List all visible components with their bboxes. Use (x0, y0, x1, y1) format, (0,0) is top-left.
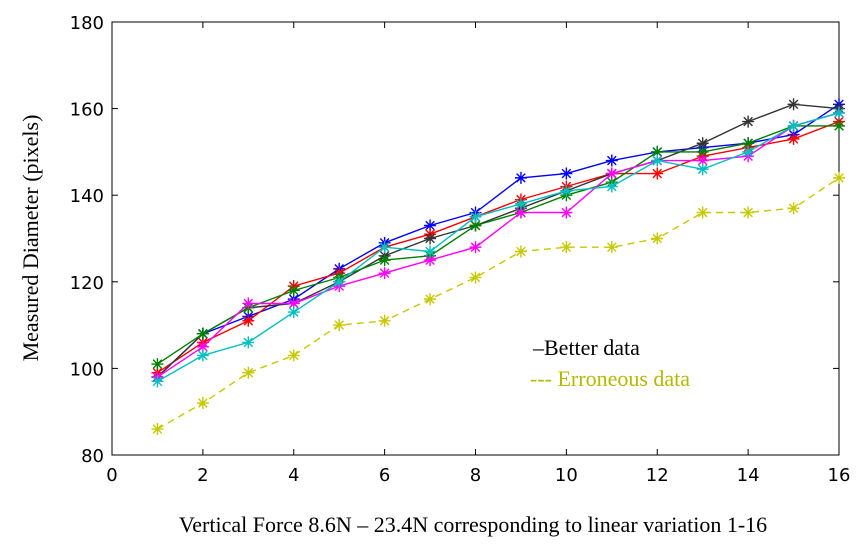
data-point-marker (787, 119, 800, 132)
data-point-marker (424, 293, 437, 306)
data-point-marker (696, 145, 709, 158)
data-point-marker (605, 154, 618, 167)
data-point-marker (742, 137, 755, 150)
x-tick-label: 10 (555, 465, 578, 486)
x-tick-label: 2 (197, 465, 208, 486)
data-point-marker (514, 197, 527, 210)
data-point-marker (151, 358, 164, 371)
data-point-marker (287, 284, 300, 297)
data-point-marker (605, 180, 618, 193)
x-tick-label: 4 (288, 465, 299, 486)
legend-better-data: –Better data (532, 335, 640, 360)
data-point-marker (605, 167, 618, 180)
data-point-marker (287, 349, 300, 362)
data-point-marker (742, 115, 755, 128)
data-point-marker (151, 375, 164, 388)
series-line-1 (156, 103, 840, 378)
data-point-marker (196, 327, 209, 340)
x-tick-label: 14 (737, 465, 760, 486)
data-point-marker (424, 254, 437, 267)
data-point-marker (560, 206, 573, 219)
data-point-marker (378, 314, 391, 327)
series-line-5 (157, 112, 840, 378)
x-tick-label: 12 (646, 465, 669, 486)
data-point-marker (560, 241, 573, 254)
data-series (151, 98, 845, 436)
x-tick-label: 16 (828, 465, 851, 486)
data-point-marker (424, 219, 437, 232)
axis-ticks: 0 2 4 6 8 10 12 14 16 80 100 120 140 160 180 (70, 13, 851, 486)
data-point-marker (833, 106, 845, 119)
y-tick-label: 160 (70, 100, 104, 121)
data-point-marker (742, 145, 755, 158)
data-point-marker (469, 219, 482, 232)
data-point-marker (651, 154, 664, 167)
y-tick-label: 100 (70, 359, 104, 380)
data-point-marker (651, 232, 664, 245)
legend-erroneous-data: --- Erroneous data (530, 366, 690, 391)
data-point-marker (514, 171, 527, 184)
data-point-marker (287, 306, 300, 319)
data-point-marker (514, 206, 527, 219)
data-point-marker (378, 254, 391, 267)
series-line-6 (157, 112, 840, 383)
data-point-marker (196, 397, 209, 410)
data-point-marker (242, 336, 255, 349)
data-point-marker (787, 202, 800, 215)
data-point-marker (242, 297, 255, 310)
x-tick-label: 8 (470, 465, 481, 486)
x-tick-label: 6 (379, 465, 390, 486)
data-point-marker (696, 163, 709, 176)
x-tick-label: 0 (106, 465, 117, 486)
data-point-marker (696, 206, 709, 219)
data-point-marker (560, 167, 573, 180)
data-point-marker (196, 340, 209, 353)
data-point-marker (651, 145, 664, 158)
data-point-marker (242, 314, 255, 327)
data-point-marker (787, 98, 800, 111)
series-line-4 (157, 125, 839, 365)
data-point-marker (151, 423, 164, 436)
y-tick-label: 180 (70, 13, 104, 34)
data-point-marker (196, 349, 209, 362)
data-point-marker (514, 245, 527, 258)
data-point-marker (378, 267, 391, 280)
data-point-marker (333, 275, 346, 288)
data-point-marker (287, 297, 300, 310)
data-point-marker (378, 241, 391, 254)
data-point-marker (424, 232, 437, 245)
data-point-marker (424, 245, 437, 258)
data-point-marker (469, 271, 482, 284)
series-line-3 (156, 103, 840, 378)
data-point-marker (333, 319, 346, 332)
data-point-marker (605, 241, 618, 254)
data-point-marker (833, 119, 845, 132)
y-axis-title: Measured Diameter (pixels) (18, 115, 43, 362)
data-point-marker (742, 206, 755, 219)
y-tick-label: 140 (70, 186, 104, 207)
y-tick-label: 120 (70, 273, 104, 294)
data-point-marker (651, 167, 664, 180)
data-point-marker (696, 137, 709, 150)
data-point-marker (787, 132, 800, 145)
y-tick-label: 80 (81, 446, 104, 467)
data-point-marker (469, 210, 482, 223)
data-point-marker (833, 171, 845, 184)
data-point-marker (696, 154, 709, 167)
data-point-marker (242, 366, 255, 379)
data-point-marker (560, 184, 573, 197)
data-point-marker (469, 241, 482, 254)
x-axis-title: Vertical Force 8.6N – 23.4N correspondin… (179, 512, 767, 537)
